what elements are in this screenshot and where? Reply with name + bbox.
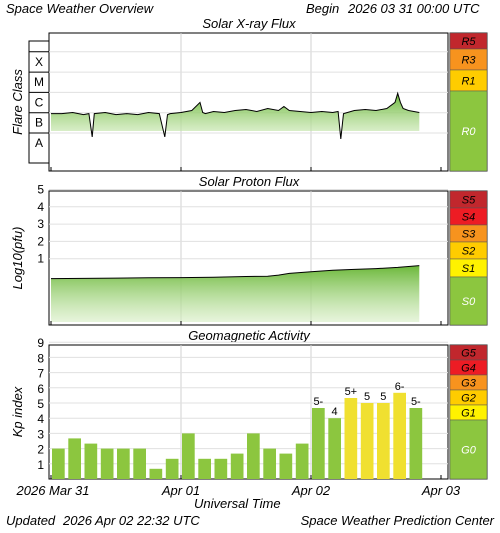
scale-label-g2: G2: [461, 393, 476, 405]
flare-class-box: [28, 40, 50, 164]
x-tick-label: Apr 02: [291, 483, 331, 498]
scale-label-s2: S2: [462, 246, 475, 258]
x-tick-label: 2026 Mar 31: [16, 483, 90, 498]
begin-date: 2026 03 31 00:00 UTC: [348, 1, 480, 16]
x-axis-label: Universal Time: [194, 496, 281, 511]
flare-class-a: A: [35, 136, 43, 150]
xray-flux-fill: [51, 93, 420, 139]
kp-tick-label: 6: [37, 382, 44, 396]
proton-tick-label: 4: [37, 200, 44, 214]
kp-bar: [393, 392, 406, 479]
scale-label-g5: G5: [461, 348, 477, 360]
flare-class-m: M: [34, 75, 44, 89]
proton-flux-fill: [51, 265, 420, 322]
scale-label-r5: R5: [461, 36, 476, 48]
kp-tick-label: 9: [37, 336, 44, 350]
proton-flux-line: [50, 265, 420, 280]
proton-tick-label: 1: [37, 252, 44, 266]
xray-flux-line: [51, 91, 420, 139]
scale-label-g3: G3: [461, 378, 477, 390]
proton-tick-label: 2: [37, 234, 44, 248]
scale-label-r1: R1: [461, 76, 475, 88]
kp-bar: [312, 408, 325, 479]
proton-tick-label: 5: [37, 183, 44, 197]
scale-label-g4: G4: [461, 363, 476, 375]
kp-bar: [377, 403, 390, 479]
kp-bar: [198, 458, 211, 479]
kp-bar: [214, 458, 228, 479]
updated-date: 2026 Apr 02 22:32 UTC: [63, 513, 200, 528]
kp-bar: [409, 408, 423, 479]
kp-bar-label: 5-: [411, 396, 421, 408]
kp-bar-label: 5: [380, 391, 386, 403]
kp-tick-label: 4: [37, 412, 44, 426]
kp-tick-label: 5: [37, 397, 44, 411]
kp-bar: [344, 398, 358, 479]
scale-label-s0: S0: [462, 296, 476, 308]
y-axis-label-xray: Flare Class: [10, 69, 25, 135]
kp-bar-label: 5: [364, 391, 370, 403]
scale-label-g1: G1: [461, 408, 476, 420]
kp-bar-label: 4: [332, 406, 338, 418]
x-tick-label: Apr 01: [161, 483, 200, 498]
y-axis-label-proton: Log10(pfu): [10, 227, 25, 290]
kp-bar: [182, 433, 195, 479]
xray-plot-area: [48, 32, 449, 172]
kp-bar-label: 6-: [395, 381, 405, 393]
chart-title-kp: Geomagnetic Activity: [188, 328, 311, 343]
flare-class-b: B: [35, 116, 43, 130]
scale-segment: [449, 90, 488, 172]
page-title: Space Weather Overview: [6, 1, 154, 16]
scale-segment: [449, 276, 488, 326]
kp-tick-label: 1: [37, 458, 44, 472]
chart-title-proton: Solar Proton Flux: [199, 174, 300, 189]
flare-class-c: C: [35, 95, 44, 109]
updated-label: Updated: [6, 513, 56, 528]
kp-bar: [165, 458, 179, 479]
kp-tick-label: 7: [37, 367, 44, 381]
scale-label-r0: R0: [461, 126, 476, 138]
flare-class-x: X: [35, 55, 43, 69]
kp-bar: [230, 453, 244, 479]
chart-title-xray: Solar X-ray Flux: [202, 16, 296, 31]
kp-bar: [117, 448, 130, 479]
scale-label-s1: S1: [462, 263, 475, 275]
kp-bar: [279, 453, 293, 479]
scale-segment: [449, 419, 488, 480]
scale-label-r3: R3: [461, 55, 476, 67]
kp-bar: [84, 443, 98, 479]
kp-bar: [360, 403, 374, 479]
kp-bar-label: 5-: [313, 396, 323, 408]
kp-tick-label: 3: [37, 427, 44, 441]
prediction-center: Space Weather Prediction Center: [300, 513, 494, 528]
kp-bar: [328, 418, 341, 479]
kp-tick-label: 8: [37, 351, 44, 365]
kp-bar: [52, 448, 65, 479]
kp-bar: [133, 448, 146, 479]
scale-label-g0: G0: [461, 445, 477, 457]
proton-tick-label: 3: [37, 217, 44, 231]
scale-label-s3: S3: [462, 229, 476, 241]
kp-bar-label: 5+: [345, 386, 358, 398]
scale-label-s4: S4: [462, 212, 475, 224]
kp-bar: [263, 448, 276, 479]
begin-label: Begin: [306, 1, 340, 16]
scale-label-s5: S5: [462, 195, 476, 207]
x-tick-label: Apr 03: [421, 483, 461, 498]
y-axis-label-kp: Kp index: [10, 386, 25, 437]
kp-bar: [100, 448, 114, 479]
kp-bar: [247, 433, 260, 479]
kp-bar: [149, 468, 163, 479]
kp-bar: [68, 438, 81, 479]
kp-bar: [295, 443, 309, 479]
kp-tick-label: 2: [37, 443, 44, 457]
